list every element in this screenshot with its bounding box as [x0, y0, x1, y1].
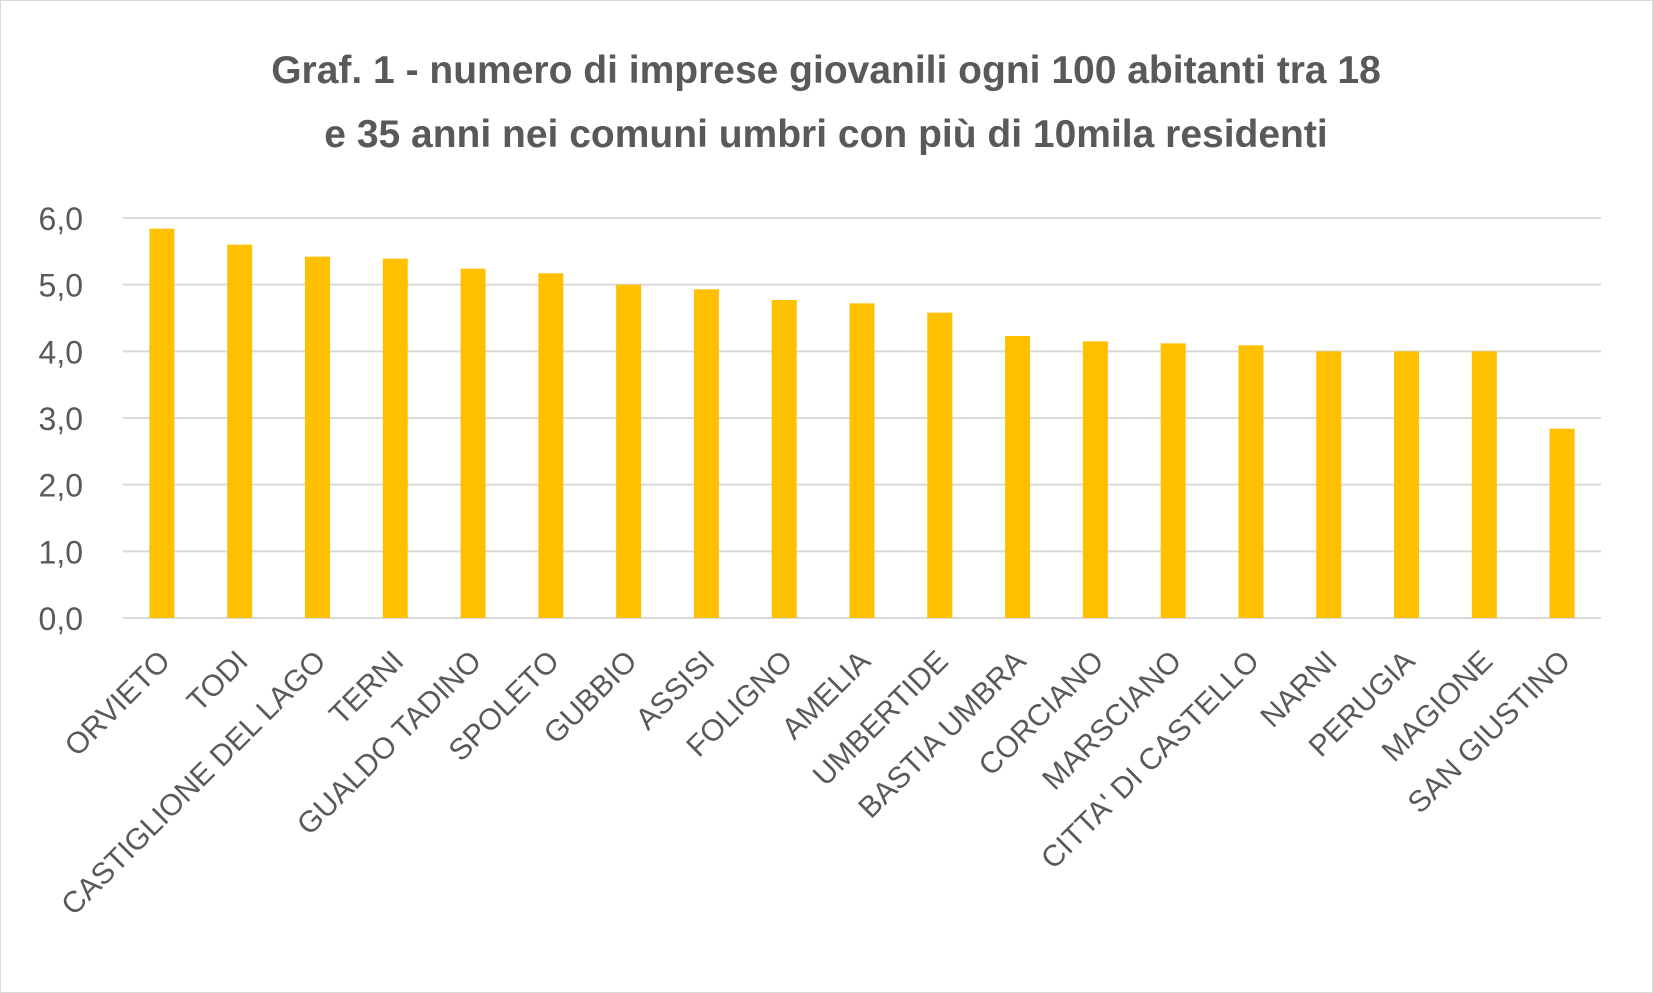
- bar: [693, 289, 719, 618]
- chart-title: Graf. 1 - numero di imprese giovanili og…: [271, 49, 1381, 156]
- bar: [1082, 341, 1108, 618]
- bar: [538, 273, 564, 618]
- bar: [1471, 351, 1497, 618]
- y-tick-label: 4,0: [39, 334, 83, 370]
- y-tick-label: 2,0: [39, 468, 83, 504]
- x-tick-label: UMBERTIDE: [807, 645, 955, 793]
- bar: [227, 244, 253, 618]
- bar: [616, 284, 642, 618]
- bar: [149, 228, 175, 618]
- bar: [927, 312, 953, 618]
- bar: [1394, 351, 1420, 618]
- bar: [771, 300, 797, 618]
- bar: [849, 303, 875, 618]
- chart-title-line-1: Graf. 1 - numero di imprese giovanili og…: [271, 49, 1381, 92]
- bar: [382, 258, 408, 618]
- x-tick-label: TODI: [181, 645, 255, 719]
- bar: [1316, 351, 1342, 618]
- y-tick-label: 0,0: [39, 601, 83, 637]
- bar: [1549, 428, 1575, 618]
- x-tick-label: ORVIETO: [59, 645, 177, 763]
- y-tick-label: 6,0: [39, 201, 83, 237]
- bar: [304, 256, 330, 618]
- y-axis-ticks: 0,0 1,0 2,0 3,0 4,0 5,0 6,0: [39, 201, 83, 637]
- bar: [1005, 336, 1031, 618]
- bars: [149, 228, 1575, 618]
- y-tick-label: 5,0: [39, 268, 83, 304]
- chart-title-line-2: e 35 anni nei comuni umbri con più di 10…: [324, 113, 1327, 156]
- y-tick-label: 1,0: [39, 534, 83, 570]
- y-tick-label: 3,0: [39, 401, 83, 437]
- bar: [460, 268, 486, 618]
- bar: [1238, 345, 1264, 618]
- bar: [1160, 343, 1186, 618]
